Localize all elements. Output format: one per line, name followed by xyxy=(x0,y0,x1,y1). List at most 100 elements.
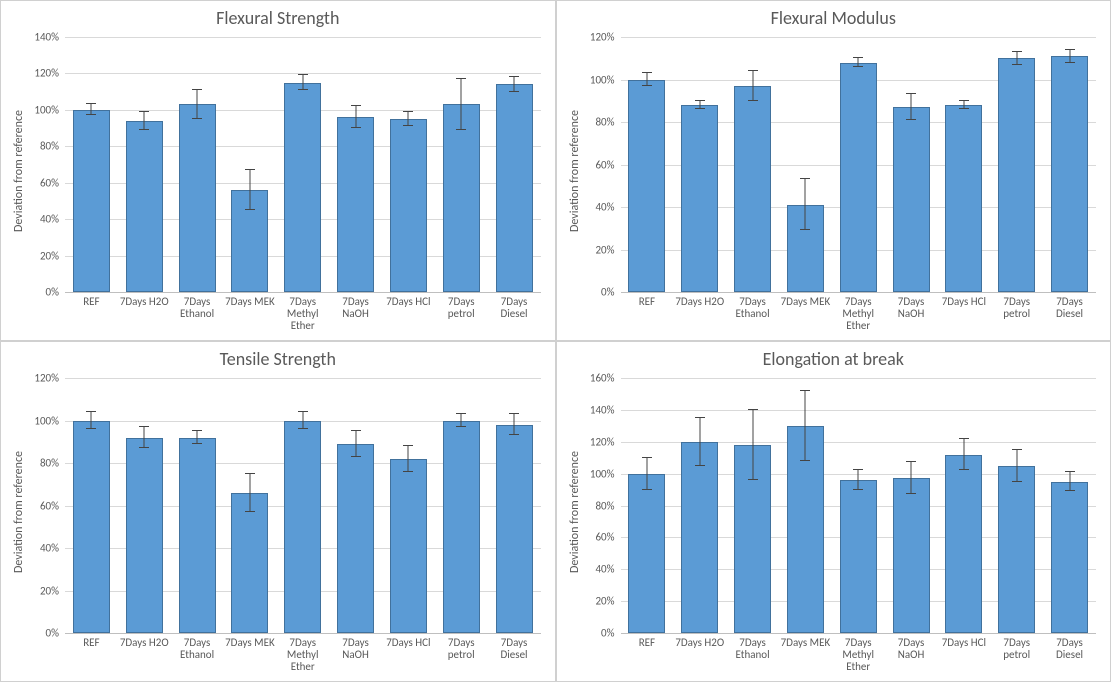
y-tick-label: 40% xyxy=(595,201,620,214)
error-cap xyxy=(695,465,705,466)
error-cap xyxy=(1012,51,1022,52)
x-tick-label: 7Days H2O xyxy=(118,637,171,677)
error-bar xyxy=(963,439,964,471)
bar xyxy=(1051,482,1088,633)
y-tick-label: 120% xyxy=(590,31,621,44)
y-tick-label: 60% xyxy=(595,158,620,171)
error-cap xyxy=(456,426,466,427)
x-labels: REF7Days H2O7Days Ethanol7Days MEK7Days … xyxy=(65,296,541,336)
error-bar xyxy=(249,170,250,210)
bar-slot xyxy=(488,378,541,633)
error-cap xyxy=(509,76,519,77)
bar xyxy=(443,104,480,292)
bar-slot xyxy=(118,378,171,633)
bar xyxy=(734,86,771,292)
bar xyxy=(945,105,982,292)
y-tick-label: 100% xyxy=(590,467,621,480)
x-tick-label: 7Days MEK xyxy=(223,637,276,677)
error-cap xyxy=(298,428,308,429)
error-cap xyxy=(403,125,413,126)
error-cap xyxy=(1012,64,1022,65)
error-cap xyxy=(642,489,652,490)
y-tick-label: 0% xyxy=(46,286,65,299)
error-cap xyxy=(853,66,863,67)
x-tick-label: 7Days NaOH xyxy=(885,637,938,677)
error-cap xyxy=(509,434,519,435)
error-cap xyxy=(959,469,969,470)
error-cap xyxy=(1065,49,1075,50)
x-tick-label: 7Days Diesel xyxy=(1043,296,1096,336)
bar xyxy=(231,493,268,633)
error-cap xyxy=(139,426,149,427)
bar-slot xyxy=(1043,378,1096,633)
bar-slot xyxy=(621,37,674,292)
y-tick-label: 120% xyxy=(34,372,65,385)
bar-slot xyxy=(276,37,329,292)
bar xyxy=(73,110,110,292)
x-tick-label: 7Days MEK xyxy=(223,296,276,336)
bar xyxy=(390,119,427,292)
x-tick-label: 7Days MEK xyxy=(779,637,832,677)
y-tick-label: 120% xyxy=(590,435,621,448)
error-cap xyxy=(853,489,863,490)
error-bar xyxy=(408,112,409,127)
error-cap xyxy=(351,430,361,431)
x-tick-label: 7Days NaOH xyxy=(885,296,938,336)
error-cap xyxy=(298,89,308,90)
x-tick-label: 7Days Ethanol xyxy=(726,296,779,336)
bar xyxy=(337,444,374,633)
bar xyxy=(126,438,163,634)
error-cap xyxy=(959,108,969,109)
error-cap xyxy=(800,460,810,461)
bar xyxy=(73,421,110,634)
error-bar xyxy=(514,414,515,435)
bars-container xyxy=(65,37,541,292)
y-tick-label: 20% xyxy=(595,595,620,608)
x-tick-label: 7Days Diesel xyxy=(1043,637,1096,677)
error-bar xyxy=(91,412,92,429)
bar xyxy=(998,466,1035,633)
x-tick-label: REF xyxy=(621,637,674,677)
bar-slot xyxy=(1043,37,1096,292)
error-bar xyxy=(408,446,409,472)
x-tick-label: 7Days Diesel xyxy=(488,296,541,336)
bar-slot xyxy=(171,37,224,292)
bars-container xyxy=(621,378,1097,633)
error-cap xyxy=(800,390,810,391)
error-bar xyxy=(355,431,356,457)
error-cap xyxy=(86,103,96,104)
error-cap xyxy=(351,127,361,128)
x-tick-label: 7Days Methyl Ether xyxy=(832,637,885,677)
x-tick-label: 7Days HCl xyxy=(937,637,990,677)
error-cap xyxy=(1065,471,1075,472)
x-tick-label: 7Days petrol xyxy=(435,637,488,677)
y-tick-label: 140% xyxy=(34,31,65,44)
error-bar xyxy=(1016,450,1017,482)
x-labels: REF7Days H2O7Days Ethanol7Days MEK7Days … xyxy=(621,637,1097,677)
error-cap xyxy=(86,411,96,412)
bar-slot xyxy=(171,378,224,633)
error-bar xyxy=(1069,472,1070,491)
x-labels: REF7Days H2O7Days Ethanol7Days MEK7Days … xyxy=(65,637,541,677)
y-tick-label: 80% xyxy=(40,140,65,153)
x-tick-label: REF xyxy=(65,637,118,677)
bar-slot xyxy=(329,378,382,633)
error-cap xyxy=(642,85,652,86)
error-cap xyxy=(853,469,863,470)
bar-slot xyxy=(223,378,276,633)
error-cap xyxy=(403,471,413,472)
error-cap xyxy=(245,511,255,512)
error-cap xyxy=(86,428,96,429)
chart-title: Flexural Strength xyxy=(1,7,555,29)
error-cap xyxy=(298,411,308,412)
bar-slot xyxy=(990,378,1043,633)
bar xyxy=(179,104,216,292)
bar-slot xyxy=(885,37,938,292)
x-tick-label: 7Days Diesel xyxy=(488,637,541,677)
y-tick-label: 40% xyxy=(595,563,620,576)
bar xyxy=(681,105,718,292)
y-tick-label: 60% xyxy=(40,176,65,189)
chart-title: Flexural Modulus xyxy=(557,7,1111,29)
error-cap xyxy=(456,413,466,414)
y-tick-label: 60% xyxy=(595,531,620,544)
